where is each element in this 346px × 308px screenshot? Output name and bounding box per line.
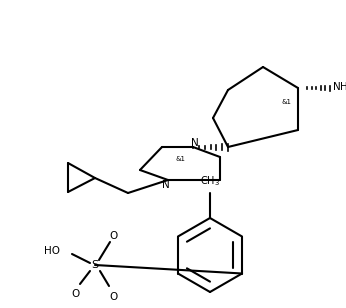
Text: HO: HO — [44, 246, 60, 256]
Text: S: S — [91, 260, 99, 270]
Text: O: O — [71, 289, 79, 299]
Text: &1: &1 — [281, 99, 291, 105]
Text: &1: &1 — [176, 156, 186, 162]
Text: N: N — [191, 138, 199, 148]
Text: CH$_3$: CH$_3$ — [200, 174, 220, 188]
Text: N: N — [162, 180, 170, 190]
Text: NH$_2$: NH$_2$ — [332, 80, 346, 94]
Text: O: O — [110, 292, 118, 302]
Text: O: O — [109, 231, 117, 241]
